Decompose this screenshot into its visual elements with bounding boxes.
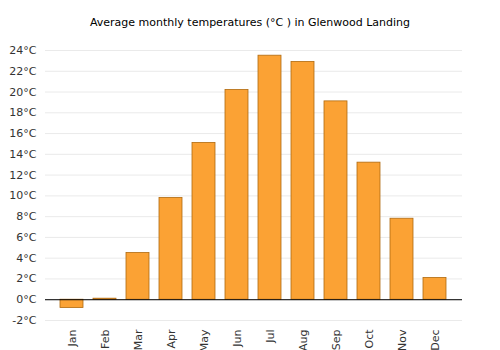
svg-text:Aug: Aug: [297, 330, 310, 350]
svg-text:Jan: Jan: [66, 329, 79, 347]
svg-text:12°C: 12°C: [9, 169, 36, 182]
svg-text:16°C: 16°C: [9, 127, 36, 140]
svg-text:Feb: Feb: [99, 329, 112, 348]
svg-text:Jun: Jun: [231, 329, 244, 347]
svg-text:24°C: 24°C: [9, 44, 36, 57]
svg-text:Nov: Nov: [396, 329, 409, 350]
html-text:Average monthly temperatures (: Average monthly temperatures (°C ) in Gl…: [89, 16, 411, 29]
svg-text:Mar: Mar: [132, 329, 145, 350]
svg-text:2°C: 2°C: [16, 272, 36, 285]
svg-text:18°C: 18°C: [9, 106, 36, 119]
svg-text:20°C: 20°C: [9, 86, 36, 99]
svg-text:-2°C: -2°C: [12, 314, 36, 327]
svg-text:22°C: 22°C: [9, 65, 36, 78]
svg-text:Dec: Dec: [429, 330, 442, 350]
svg-text:8°C: 8°C: [16, 210, 36, 223]
svg-text:4°C: 4°C: [16, 252, 36, 265]
svg-text:Sep: Sep: [330, 329, 343, 350]
svg-text:0°C: 0°C: [16, 293, 36, 306]
svg-text:10°C: 10°C: [9, 189, 36, 202]
svg-text:Oct: Oct: [363, 329, 376, 349]
svg-text:14°C: 14°C: [9, 148, 36, 161]
svg-text:May: May: [198, 329, 211, 350]
svg-text:Jul: Jul: [264, 330, 277, 344]
svg-text:6°C: 6°C: [16, 231, 36, 244]
svg-text:Apr: Apr: [165, 329, 178, 349]
